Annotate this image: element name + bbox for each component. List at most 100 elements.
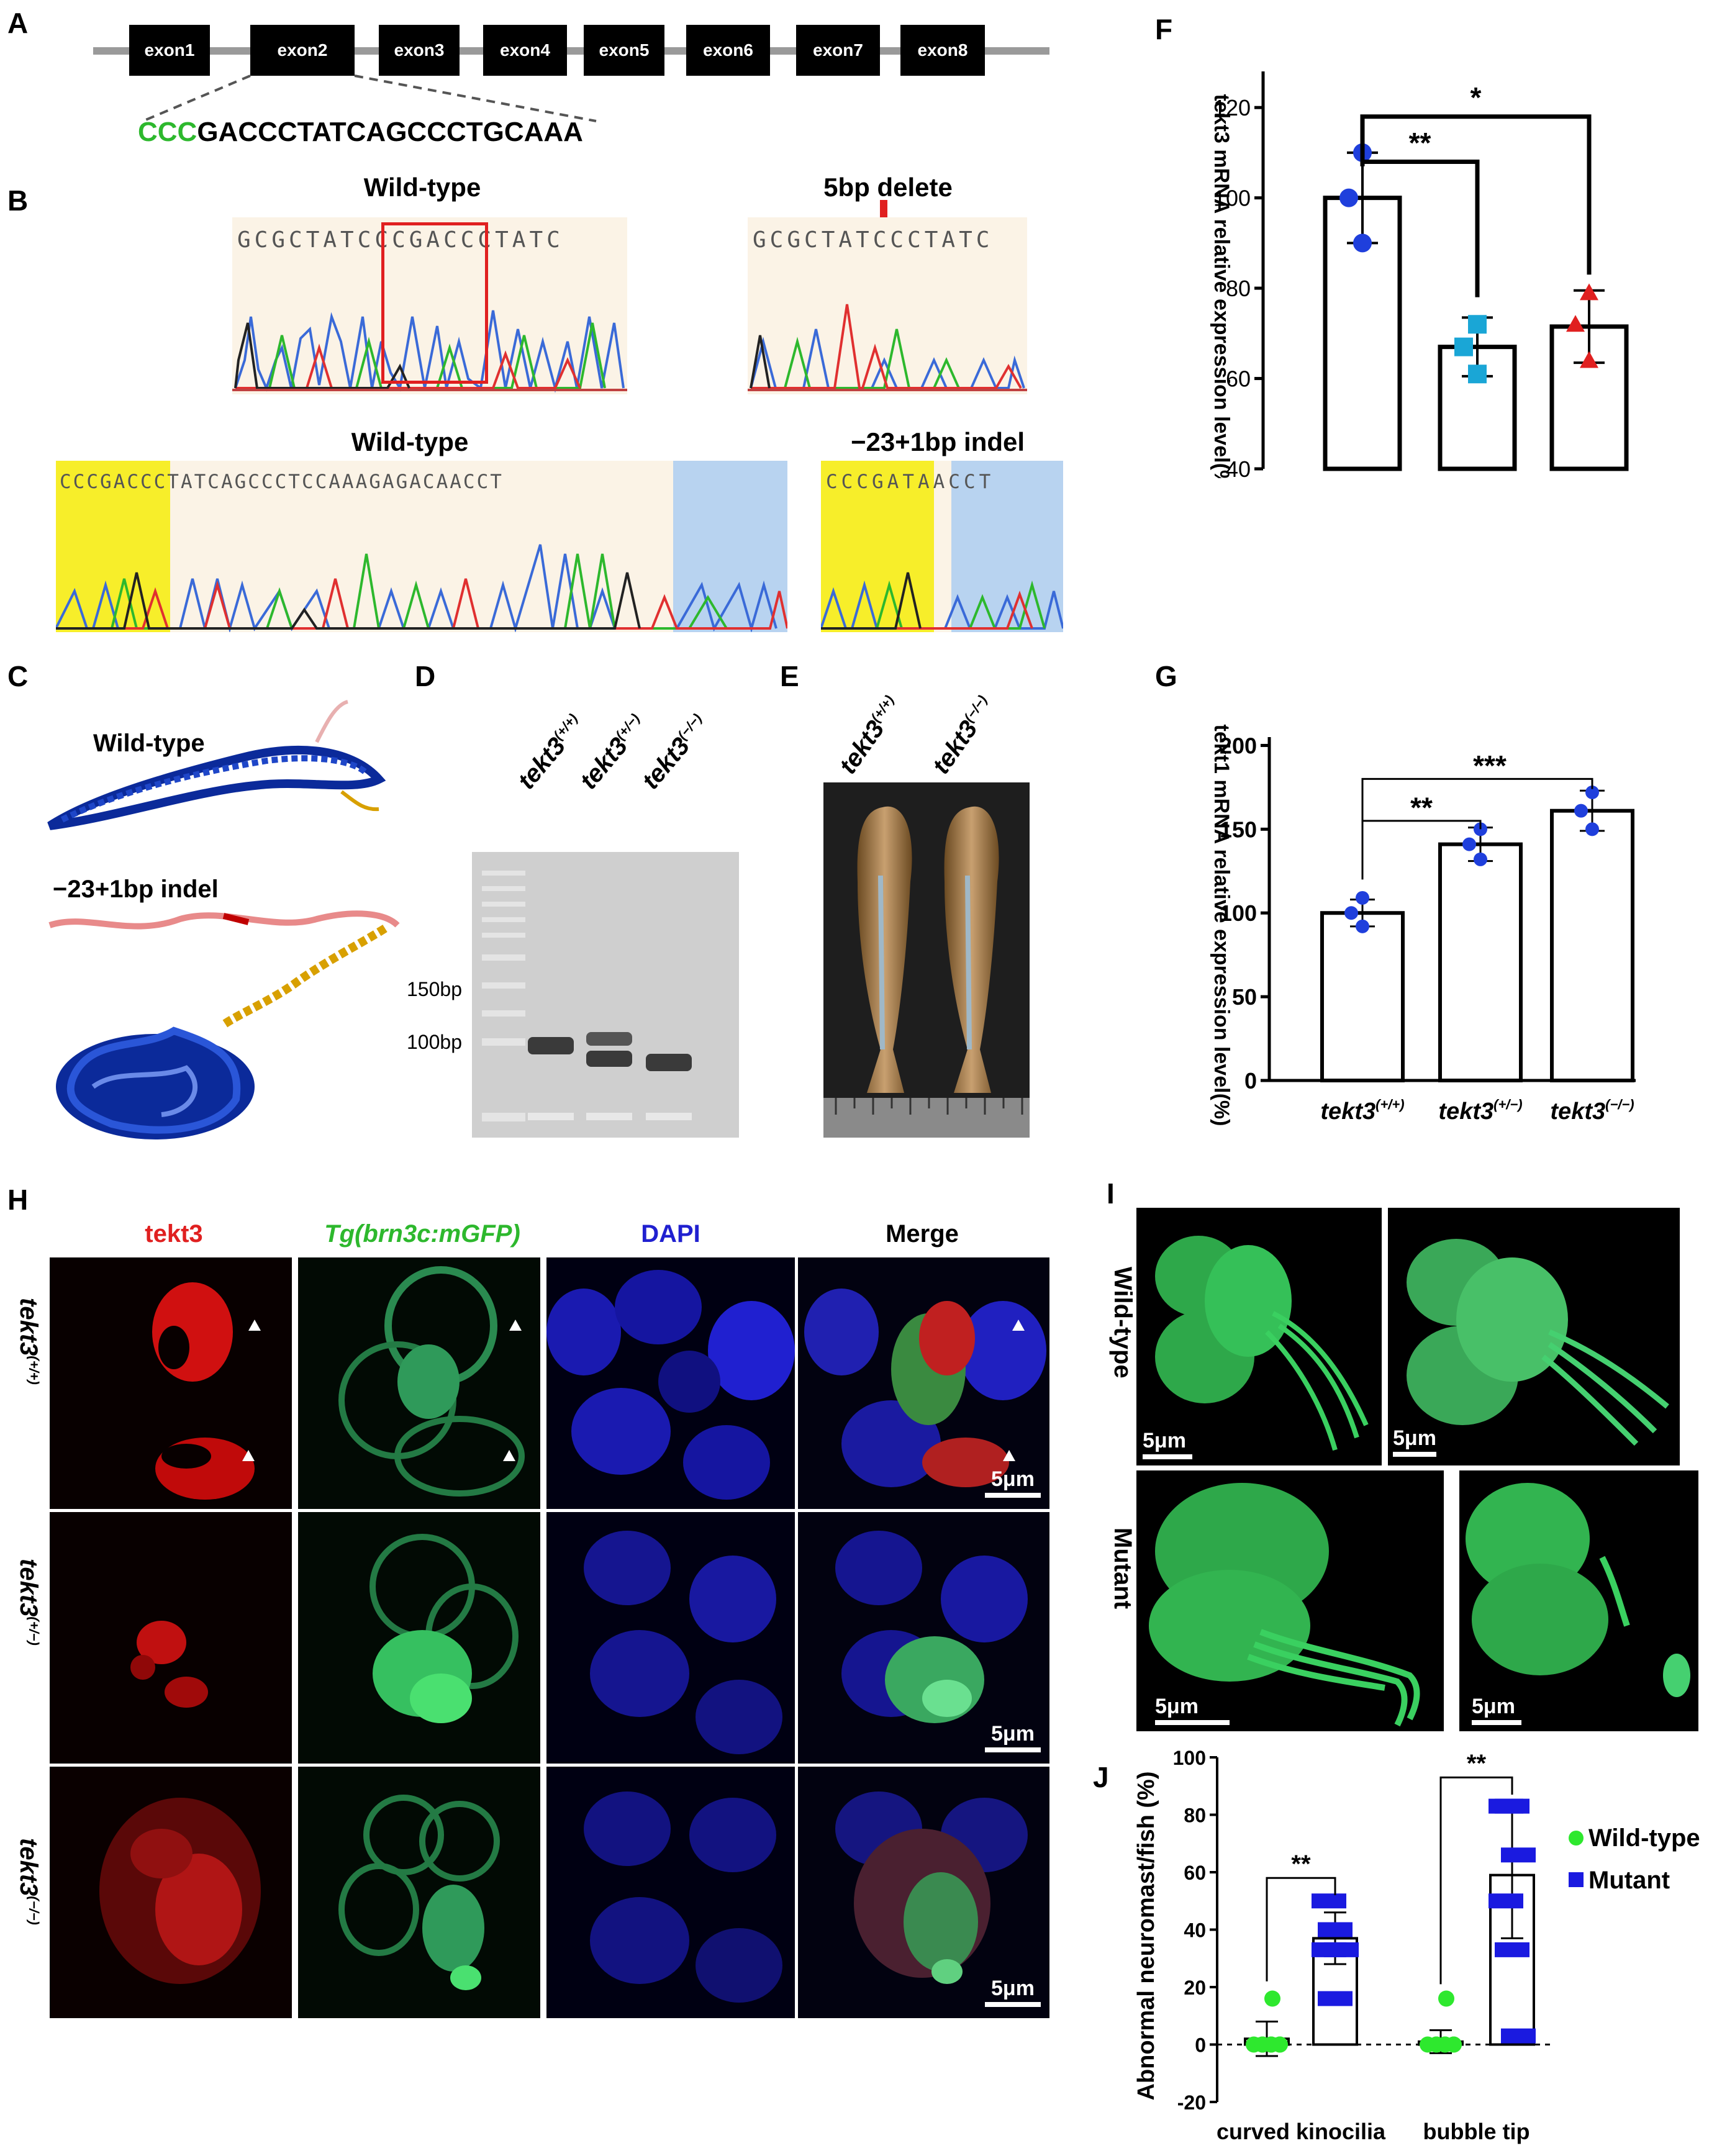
y-tick-label: 100 [1213, 186, 1251, 211]
channel-title-merge: Merge [886, 1220, 959, 1248]
significance-bracket [1361, 820, 1482, 880]
panel-label-d: D [415, 660, 436, 692]
kinocilia-wt-1: 5μm [1136, 1208, 1382, 1465]
scale-bar: 5μm [1155, 1695, 1230, 1725]
scale-bar: 5μm [1393, 1426, 1436, 1457]
data-point [1454, 337, 1473, 356]
legend-marker-wild-type [1569, 1831, 1584, 1846]
data-point [1344, 906, 1358, 920]
chromatogram-bases: GCGCTATCCCGACCCTATC [237, 227, 564, 253]
row-label-mutant: Mutant [1109, 1528, 1136, 1610]
data-point [1574, 804, 1588, 818]
chromatogram-title-wt: Wild-type [363, 173, 481, 202]
data-point [1468, 315, 1487, 334]
protein-structure-wt [47, 700, 386, 830]
chromatogram-del: GCGCTATCCCTATC [748, 217, 1027, 394]
micro-merge-hom: 5μm [798, 1767, 1049, 2018]
panel-label-i: I [1107, 1177, 1115, 1210]
marker-100bp: 100bp [407, 1031, 462, 1053]
legend-label: Wild-type [1588, 1824, 1700, 1852]
y-tick-label: 80 [1184, 1805, 1206, 1827]
y-tick-label: 200 [1220, 733, 1257, 758]
target-sequence-rest: GACCCTATCAGCCCTGCAAA [197, 117, 583, 147]
target-sequence: CCCGACCCTATCAGCCCTGCAAA [138, 117, 583, 148]
data-point [1468, 365, 1487, 384]
agarose-gel [472, 852, 739, 1138]
micro-merge-het: 5μm [798, 1512, 1049, 1764]
micro-tekt3-hom [50, 1767, 292, 2018]
legend-marker-mutant [1569, 1872, 1584, 1887]
fish-label-wt: tekt3(+/+) [834, 692, 897, 779]
exon-box: exon3 [379, 25, 460, 76]
exon-box: exon2 [250, 25, 355, 76]
scale-bar: 5μm [985, 1977, 1041, 2007]
fish-label-mut: tekt3(−/−) [927, 692, 990, 779]
chromatogram-bases: CCCGACCCTATCAGCCCTCCAAAGAGACAACCT [60, 471, 504, 493]
highlight-blue [951, 461, 1063, 632]
panel-label-j: J [1093, 1761, 1109, 1793]
x-tick-label: tekt3(−/−) [1550, 1097, 1634, 1125]
y-axis-label: tekt3 mRNA relative expression level(%) [1210, 94, 1233, 478]
data-point [1318, 1991, 1353, 2006]
panel-label-c: C [7, 660, 29, 692]
chromatogram-wt: GCGCTATCCCGACCCTATC [232, 217, 627, 394]
data-point [1339, 188, 1358, 207]
significance-bracket [1439, 1776, 1513, 1985]
exon-box: exon6 [686, 25, 770, 76]
bar [1320, 911, 1405, 1082]
scale-bar: 5μm [1472, 1695, 1521, 1725]
y-tick-label: 100 [1220, 900, 1257, 926]
data-point [1312, 1893, 1346, 1909]
data-point [1474, 822, 1487, 836]
data-point [1501, 1847, 1536, 1863]
kinocilia-wt-2: 5μm [1388, 1208, 1680, 1465]
panel-label-e: E [780, 660, 799, 692]
exon-box: exon4 [483, 25, 567, 76]
significance-bracket [1266, 1877, 1336, 1982]
y-axis-label: tekt1 mRNA relative expression level(%) [1210, 725, 1233, 1126]
data-point [1356, 890, 1369, 905]
scale-bar: 5μm [985, 1722, 1041, 1752]
panel-label-b: B [7, 184, 29, 217]
micro-tekt3-het [50, 1512, 292, 1764]
significance-label: ** [1291, 1850, 1311, 1878]
data-point [1356, 919, 1369, 933]
significance-bracket [1360, 159, 1480, 297]
data-point [1501, 2028, 1536, 2044]
significance-label: ** [1467, 1750, 1487, 1777]
significance-label: *** [1473, 750, 1507, 782]
panel-label-h: H [7, 1184, 29, 1216]
data-point [1312, 1942, 1346, 1957]
chromatogram-title-del: 5bp delete [823, 173, 953, 202]
row-label-wt: tekt3(+/+) [15, 1298, 42, 1385]
micro-gfp-hom [298, 1767, 540, 2018]
micro-merge-wt: 5μm [798, 1257, 1049, 1509]
y-tick-label: 80 [1226, 276, 1251, 301]
chromatogram-bases: CCCGATAACCT [826, 471, 995, 493]
y-tick-label: 100 [1173, 1747, 1206, 1769]
y-tick-label: 150 [1220, 817, 1257, 842]
data-point [1495, 1942, 1529, 1957]
data-point [1438, 1990, 1454, 2007]
micro-gfp-wt [298, 1257, 540, 1509]
channel-title-tekt3: tekt3 [145, 1220, 203, 1248]
data-point [1495, 1798, 1529, 1814]
exon-box: exon5 [584, 25, 664, 76]
channel-title-dapi: DAPI [641, 1220, 700, 1248]
exon-box: exon7 [796, 25, 880, 76]
row-label-wild-type: Wild-type [1109, 1267, 1136, 1379]
y-tick-label: 40 [1184, 1919, 1206, 1942]
gel-lane-label-hom: tekt3(−/−) [637, 710, 705, 795]
chart-j: -20 0 20 40 60 80 100 Abnormal neuromast/fish (… [1130, 1742, 1722, 2152]
deletion-highlight-box [381, 222, 488, 384]
y-tick-label: -20 [1177, 2091, 1206, 2114]
data-point [1446, 2036, 1462, 2053]
data-point [1580, 351, 1598, 368]
y-tick-label: 50 [1232, 984, 1257, 1010]
pam-sequence: CCC [138, 117, 197, 147]
data-point [1462, 837, 1476, 851]
chart-f: 40 60 80 100 120 tekt3 mRNA relative expressi… [1201, 34, 1648, 513]
data-point [1585, 822, 1599, 836]
micro-tekt3-wt [50, 1257, 292, 1509]
